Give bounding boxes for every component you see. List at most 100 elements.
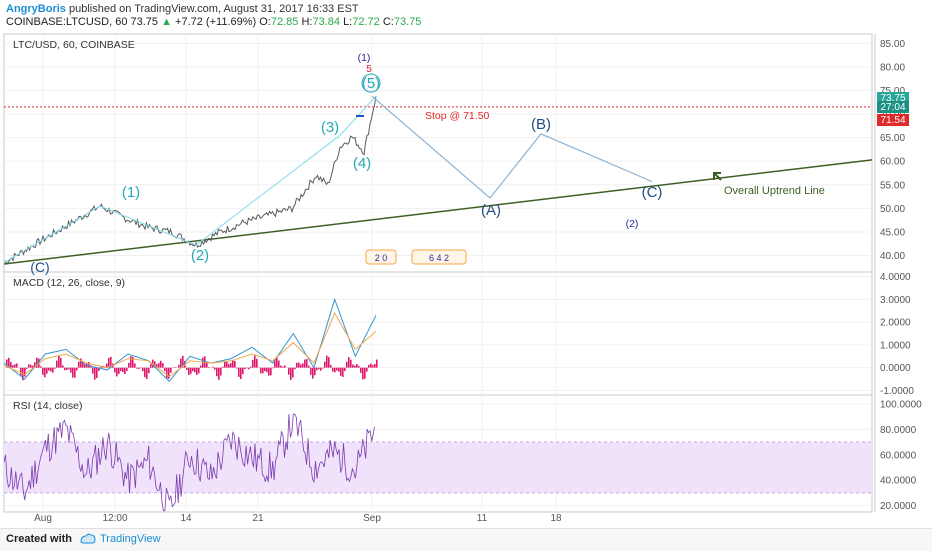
- macd-histogram-bar: [222, 367, 224, 368]
- macd-histogram-bar: [348, 357, 350, 368]
- macd-histogram-bar: [40, 366, 42, 367]
- time-tick-label: Aug: [34, 513, 52, 524]
- macd-histogram-bar: [174, 367, 176, 368]
- macd-histogram-bar: [186, 368, 188, 370]
- macd-histogram-bar: [170, 368, 172, 373]
- macd-histogram-bar: [324, 362, 326, 368]
- macd-histogram-bar: [294, 368, 296, 370]
- y-tick-label: 60.00: [880, 157, 905, 168]
- macd-histogram-bar: [364, 368, 366, 379]
- time-tick-label: 11: [477, 513, 488, 524]
- macd-histogram-bar: [254, 355, 256, 367]
- tradingview-logo-icon: [80, 532, 96, 546]
- macd-histogram-bar: [64, 368, 66, 371]
- macd-histogram-bar: [88, 362, 90, 368]
- macd-histogram-bar: [28, 364, 30, 367]
- macd-histogram-bar: [188, 368, 190, 375]
- macd-histogram-bar: [360, 368, 362, 373]
- macd-histogram-bar: [56, 361, 58, 368]
- macd-histogram-bar: [328, 357, 330, 368]
- countdown-label: 27:04: [880, 102, 905, 113]
- macd-histogram-bar: [162, 363, 164, 368]
- macd-histogram-bar: [234, 361, 236, 368]
- macd-histogram-bar: [220, 368, 222, 376]
- macd-histogram-bar: [138, 368, 140, 369]
- macd-histogram-bar: [236, 368, 238, 369]
- macd-histogram-bar: [370, 364, 372, 368]
- y-tick-label: 0.0000: [880, 363, 911, 374]
- y-tick-label: 45.00: [880, 227, 905, 238]
- macd-histogram-bar: [342, 368, 344, 377]
- macd-histogram-bar: [78, 362, 80, 368]
- trendline-text: Overall Uptrend Line: [724, 185, 825, 197]
- macd-histogram-bar: [318, 368, 320, 370]
- y-tick-label: 1.0000: [880, 340, 911, 351]
- macd-histogram-bar: [10, 362, 12, 368]
- tradingview-brand[interactable]: TradingView: [100, 533, 161, 545]
- macd-histogram-bar: [302, 363, 304, 367]
- macd-histogram-bar: [238, 368, 240, 377]
- y-tick-label: -1.0000: [880, 386, 914, 397]
- macd-histogram-bar: [346, 362, 348, 368]
- y-tick-label: 80.0000: [880, 425, 917, 436]
- macd-histogram-bar: [340, 368, 342, 376]
- macd-histogram-bar: [288, 368, 290, 375]
- pane-1-frame: [4, 272, 872, 395]
- macd-histogram-bar: [62, 365, 64, 367]
- y-tick-label: 40.00: [880, 251, 905, 262]
- macd-histogram-bar: [338, 368, 340, 372]
- macd-histogram-bar: [270, 368, 272, 376]
- macd-histogram-bar: [54, 368, 56, 369]
- macd-histogram-bar: [160, 361, 162, 368]
- time-tick-label: 14: [180, 513, 192, 524]
- macd-histogram-bar: [50, 368, 52, 372]
- degree-label: (2): [626, 218, 639, 230]
- macd-histogram-bar: [60, 358, 62, 368]
- event-badge-label: 2 0: [375, 253, 388, 263]
- macd-histogram-bar: [200, 365, 202, 367]
- macd-histogram-bar: [242, 368, 244, 375]
- macd-histogram-bar: [308, 366, 310, 368]
- macd-histogram-bar: [366, 368, 368, 372]
- macd-histogram-bar: [118, 368, 120, 374]
- macd-histogram-bar: [96, 368, 98, 378]
- macd-histogram-bar: [130, 356, 132, 368]
- pane-1-title: MACD (12, 26, close, 9): [13, 277, 125, 289]
- macd-histogram-bar: [108, 358, 110, 368]
- macd-histogram-bar: [306, 359, 308, 368]
- macd-histogram-bar: [358, 366, 360, 368]
- wave-label: (2): [191, 247, 209, 264]
- macd-histogram-bar: [304, 359, 306, 367]
- macd-histogram-bar: [142, 368, 144, 372]
- macd-histogram-bar: [198, 368, 200, 374]
- macd-histogram-bar: [134, 363, 136, 367]
- macd-histogram-bar: [368, 365, 370, 368]
- macd-histogram-bar: [336, 368, 338, 371]
- macd-histogram-bar: [124, 368, 126, 374]
- macd-histogram-bar: [24, 368, 26, 377]
- macd-histogram-bar: [48, 368, 50, 371]
- macd-histogram-bar: [116, 368, 118, 377]
- macd-histogram-bar: [310, 368, 312, 375]
- macd-histogram-bar: [228, 364, 230, 368]
- macd-histogram-bar: [194, 368, 196, 373]
- macd-histogram-bar: [58, 355, 60, 367]
- forecast-label: (A): [481, 202, 501, 219]
- macd-histogram-bar: [74, 368, 76, 378]
- created-with-label: Created with: [6, 533, 72, 545]
- macd-histogram-bar: [260, 368, 262, 374]
- macd-histogram-bar: [246, 368, 248, 369]
- macd-histogram-bar: [284, 365, 286, 367]
- y-tick-label: 85.00: [880, 39, 905, 50]
- macd-histogram-bar: [250, 367, 252, 368]
- macd-histogram-bar: [216, 368, 218, 377]
- y-tick-label: 20.0000: [880, 501, 917, 512]
- macd-histogram-bar: [94, 368, 96, 380]
- macd-histogram-bar: [26, 368, 28, 369]
- macd-histogram-bar: [282, 367, 284, 368]
- macd-histogram-bar: [44, 368, 46, 378]
- chart-area[interactable]: Aug12:001421Sep111885.0080.0075.0070.006…: [0, 0, 932, 528]
- macd-histogram-bar: [372, 365, 374, 368]
- footer: Created with TradingView: [0, 528, 932, 551]
- macd-histogram-bar: [280, 366, 282, 368]
